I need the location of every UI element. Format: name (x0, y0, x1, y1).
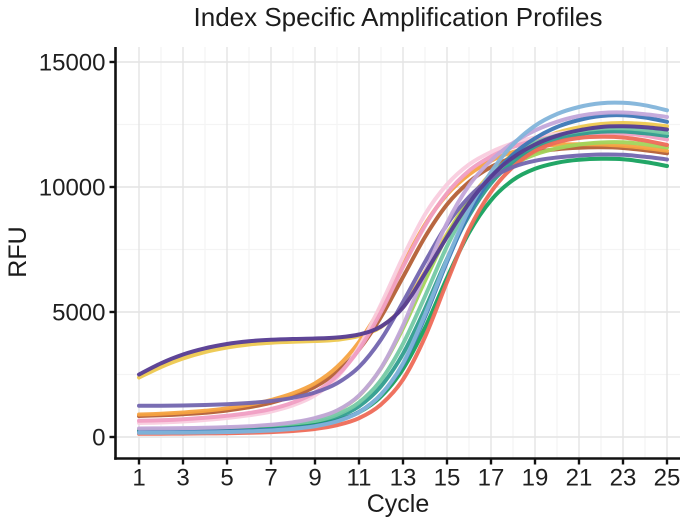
x-tick-label: 21 (566, 465, 593, 492)
x-tick-label: 9 (308, 465, 321, 492)
y-tick-label: 10000 (39, 175, 106, 202)
y-tick-label: 15000 (39, 50, 106, 77)
series-line-sienna (137, 145, 669, 418)
y-tick-label: 0 (92, 425, 105, 452)
grid-minor (115, 47, 680, 459)
x-tick-label: 15 (434, 465, 461, 492)
x-tick-label: 17 (478, 465, 505, 492)
x-tick-label: 13 (390, 465, 417, 492)
series-line-slate-purple (137, 152, 669, 408)
y-tick-label: 5000 (52, 300, 105, 327)
grid-major (115, 47, 680, 459)
x-tick-label: 3 (176, 465, 189, 492)
y-axis-label: RFU (4, 226, 32, 278)
x-tick-label: 1 (132, 465, 145, 492)
series-line-indigo (137, 124, 669, 377)
x-tick-label: 19 (522, 465, 549, 492)
series-line-lilac (137, 110, 669, 431)
x-tick-label: 7 (264, 465, 277, 492)
chart-title: Index Specific Amplification Profiles (193, 2, 603, 32)
x-tick-label: 11 (347, 465, 372, 492)
series-line-sky-blue (137, 100, 669, 435)
x-tick-label: 23 (610, 465, 637, 492)
x-axis-label: Cycle (366, 490, 430, 518)
x-tick-label: 5 (220, 465, 233, 492)
series-lines (137, 100, 669, 436)
x-tick-label: 25 (654, 465, 681, 492)
